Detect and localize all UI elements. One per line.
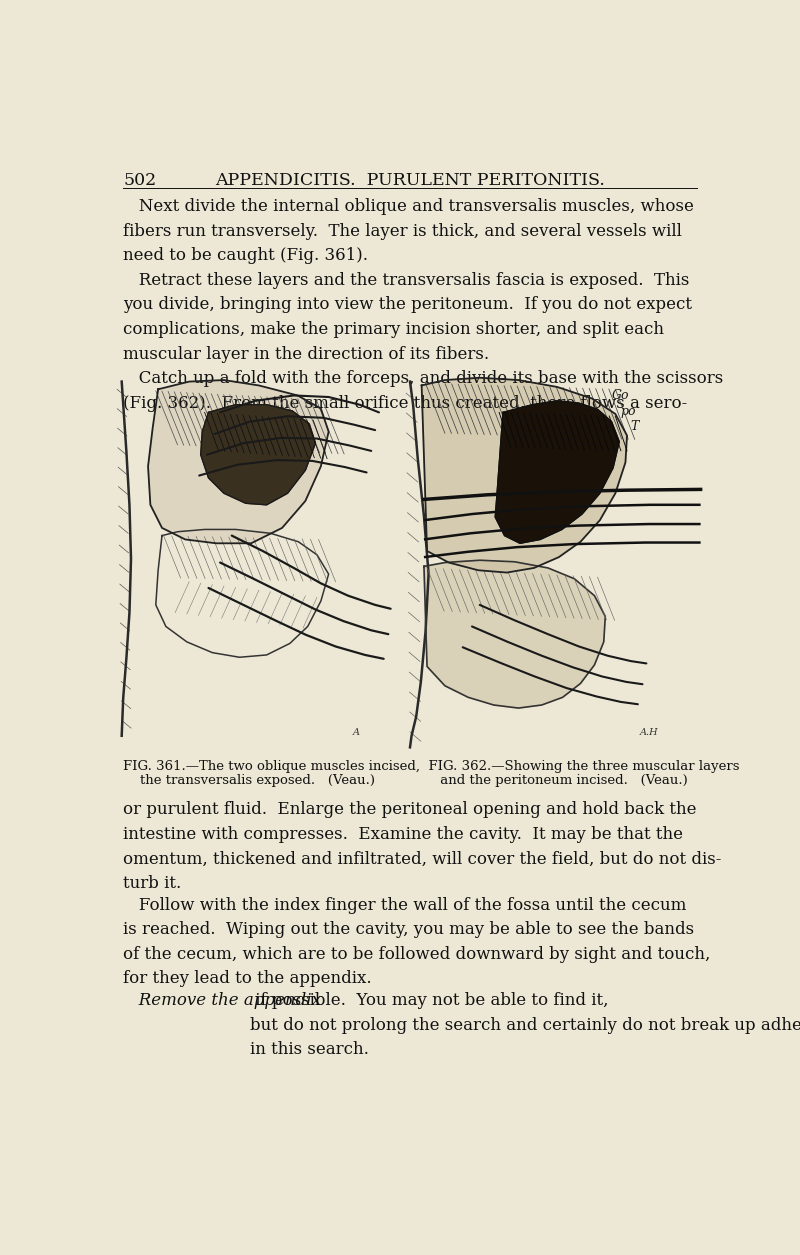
Text: Follow with the index finger the wall of the fossa until the cecum
is reached.  : Follow with the index finger the wall of… bbox=[123, 897, 710, 988]
Text: po: po bbox=[621, 404, 636, 418]
Text: or purulent fluid.  Enlarge the peritoneal opening and hold back the
intestine w: or purulent fluid. Enlarge the peritonea… bbox=[123, 801, 722, 892]
Text: and the peritoneum incised.   (Veau.): and the peritoneum incised. (Veau.) bbox=[402, 773, 688, 787]
Text: 502: 502 bbox=[123, 172, 157, 190]
Text: Go: Go bbox=[611, 389, 629, 403]
Polygon shape bbox=[495, 400, 619, 543]
Polygon shape bbox=[201, 404, 315, 505]
Text: A: A bbox=[353, 728, 360, 738]
Text: if possible.  You may not be able to find it,
but do not prolong the search and : if possible. You may not be able to find… bbox=[250, 993, 800, 1058]
Text: T: T bbox=[631, 420, 639, 433]
Text: APPENDICITIS.  PURULENT PERITONITIS.: APPENDICITIS. PURULENT PERITONITIS. bbox=[215, 172, 605, 190]
Polygon shape bbox=[422, 378, 627, 572]
Text: FIG. 361.—The two oblique muscles incised,  FIG. 362.—Showing the three muscular: FIG. 361.—The two oblique muscles incise… bbox=[123, 761, 740, 773]
Text: A.H: A.H bbox=[639, 728, 658, 738]
Polygon shape bbox=[148, 380, 329, 543]
Text: the transversalis exposed.   (Veau.): the transversalis exposed. (Veau.) bbox=[123, 773, 375, 787]
Text: Remove the appendix: Remove the appendix bbox=[123, 993, 322, 1009]
Polygon shape bbox=[424, 560, 606, 708]
Text: Next divide the internal oblique and transversalis muscles, whose
fibers run tra: Next divide the internal oblique and tra… bbox=[123, 198, 723, 412]
